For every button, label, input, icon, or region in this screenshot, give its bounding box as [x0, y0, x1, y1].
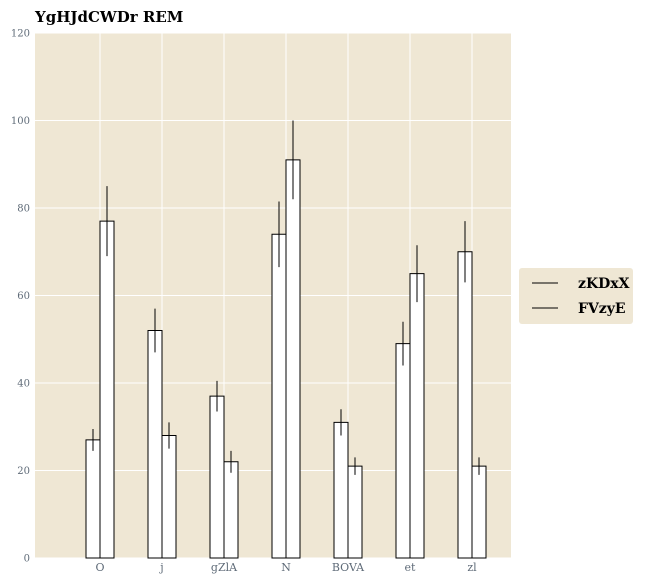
bar-FVzyE-j [161, 435, 177, 559]
legend-label: zKDxX [578, 276, 630, 292]
bar-zKDxX-BOVA [333, 421, 349, 559]
bar-FVzyE-et [409, 273, 425, 559]
legend-box [519, 268, 633, 324]
bar-zKDxX-N [271, 233, 287, 559]
y-tick-label: 80 [17, 204, 30, 215]
y-tick-label: 20 [17, 466, 30, 477]
bar-FVzyE-O [99, 220, 115, 559]
legend: zKDxX FVzyE [519, 268, 633, 324]
bar-FVzyE-BOVA [347, 465, 363, 559]
y-tick-label: 120 [11, 29, 30, 40]
x-tick-label: O [95, 561, 104, 574]
x-tick-label: zl [467, 561, 477, 574]
bar-zKDxX-zl [457, 251, 473, 559]
bars [85, 120, 487, 559]
x-tick-label: BOVA [332, 561, 365, 574]
y-axis-ticks: 0 20 40 60 80 100 120 [11, 29, 30, 565]
x-tick-label: N [281, 561, 291, 574]
bar-zKDxX-O [85, 439, 101, 559]
x-tick-label: et [405, 561, 417, 574]
y-tick-label: 60 [17, 291, 30, 302]
bar-FVzyE-zl [471, 465, 487, 559]
chart-title: YgHJdCWDr REM [35, 8, 184, 26]
x-tick-label: j [158, 561, 163, 574]
legend-label: FVzyE [578, 301, 626, 317]
bar-zKDxX-gZlA [209, 395, 225, 559]
bar-FVzyE-N [285, 159, 301, 559]
y-tick-label: 100 [11, 116, 30, 127]
x-tick-label: gZlA [211, 561, 238, 574]
bar-zKDxX-j [147, 330, 163, 559]
bar-FVzyE-gZlA [223, 461, 239, 559]
y-tick-label: 40 [17, 379, 30, 390]
y-tick-label: 0 [24, 554, 30, 565]
bar-zKDxX-et [395, 343, 411, 559]
